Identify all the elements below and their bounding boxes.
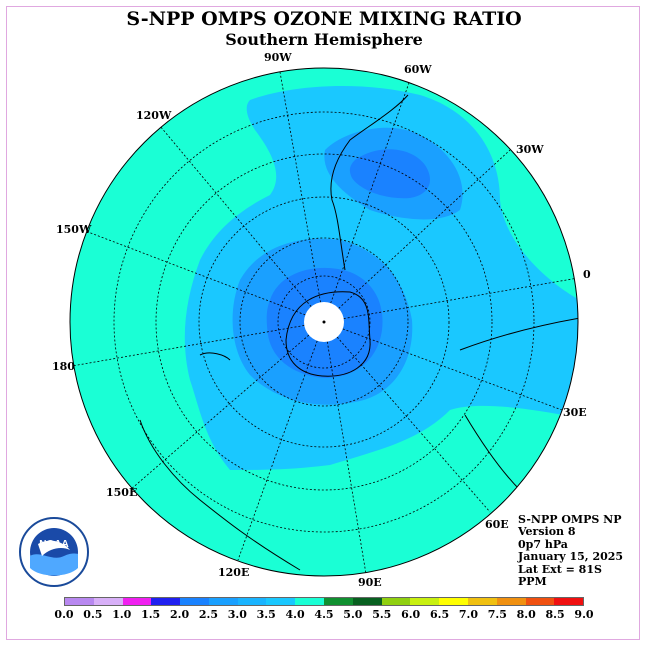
colorbar-tick-label: 1.5 <box>141 608 161 621</box>
colorbar-tick-label: 5.0 <box>343 608 363 621</box>
info-block: S-NPP OMPS NP Version 8 0p7 hPa January … <box>518 513 624 589</box>
noaa-logo-text: NOAA <box>39 539 68 550</box>
colorbar-tick-label: 2.0 <box>169 608 190 621</box>
colorbar-tick-label: 8.0 <box>516 608 536 621</box>
colorbar-segment <box>467 598 497 605</box>
lon-label-120w: 120W <box>136 109 172 122</box>
colorbar-segment <box>496 598 526 605</box>
page-title: S-NPP OMPS OZONE MIXING RATIO <box>126 8 522 30</box>
colorbar-tick-label: 4.5 <box>314 608 334 621</box>
colorbar-segment <box>410 598 440 605</box>
colorbar-tick-label: 1.0 <box>112 608 132 621</box>
colorbar-segment <box>525 598 555 605</box>
colorbar-segment <box>208 598 238 605</box>
lon-label-60e: 60E <box>485 518 509 531</box>
colorbar-tick-label: 0.0 <box>54 608 74 621</box>
lon-label-30e: 30E <box>563 406 587 419</box>
colorbar-segment <box>180 598 209 605</box>
colorbar-ticks: 0.0 0.5 1.0 1.5 2.0 2.5 3.0 3.5 4.0 4.5 5.0 5.5 6.0 6… <box>52 608 598 622</box>
lon-label-90w: 90W <box>264 51 292 64</box>
map-border <box>69 67 579 577</box>
info-version: Version 8 <box>518 525 576 539</box>
lon-label-0: 0 <box>583 268 591 281</box>
lon-label-120e: 120E <box>218 566 249 579</box>
colorbar-tick-label: 5.5 <box>372 608 392 621</box>
south-pole-marker <box>322 320 326 324</box>
colorbar-tick-label: 9.0 <box>574 608 594 621</box>
colorbar-tick-label: 8.5 <box>545 608 565 621</box>
colorbar-tick-label: 0.5 <box>83 608 103 621</box>
lon-label-30w: 30W <box>516 143 544 156</box>
info-units: PPM <box>518 575 547 589</box>
info-lat-extent: Lat Ext = 81S <box>518 562 602 576</box>
lon-label-90e: 90E <box>358 576 382 589</box>
latitude-circles <box>113 111 535 533</box>
colorbar-segment <box>324 598 353 605</box>
map-fill <box>70 68 578 576</box>
lon-label-60w: 60W <box>404 63 432 76</box>
colorbar-segment <box>352 598 382 605</box>
colorbar-segment <box>237 598 267 605</box>
colorbar-segment <box>266 598 296 605</box>
colorbar-segment <box>554 598 584 605</box>
colorbar-segment <box>65 598 94 605</box>
colorbar-tick-label: 3.5 <box>256 608 276 621</box>
colorbar <box>64 597 584 606</box>
colorbar-tick-label: 2.5 <box>198 608 218 621</box>
coastlines <box>139 94 578 571</box>
colorbar-segment <box>151 598 181 605</box>
lon-label-150e: 150E <box>106 486 137 499</box>
colorbar-tick-label: 4.0 <box>285 608 305 621</box>
colorbar-segment <box>295 598 325 605</box>
colorbar-tick-label: 7.5 <box>487 608 507 621</box>
info-date: January 15, 2025 <box>518 550 624 564</box>
colorbar-tick-label: 7.0 <box>458 608 478 621</box>
colorbar-tick-label: 6.5 <box>429 608 450 621</box>
colorbar-segment <box>122 598 152 605</box>
info-instrument: S-NPP OMPS NP <box>518 513 622 526</box>
lon-label-150w: 150W <box>56 223 92 236</box>
colorbar-segment <box>381 598 411 605</box>
colorbar-segment <box>93 598 123 605</box>
meridians <box>71 71 578 575</box>
page-subtitle: Southern Hemisphere <box>225 30 423 49</box>
lon-label-180: 180 <box>52 360 75 373</box>
noaa-logo: NOAA <box>18 516 90 588</box>
colorbar-tick-label: 6.0 <box>401 608 421 621</box>
colorbar-segment <box>439 598 468 605</box>
info-pressure-level: 0p7 hPa <box>518 537 568 551</box>
colorbar-tick-label: 3.0 <box>227 608 247 621</box>
page-frame <box>6 6 640 640</box>
